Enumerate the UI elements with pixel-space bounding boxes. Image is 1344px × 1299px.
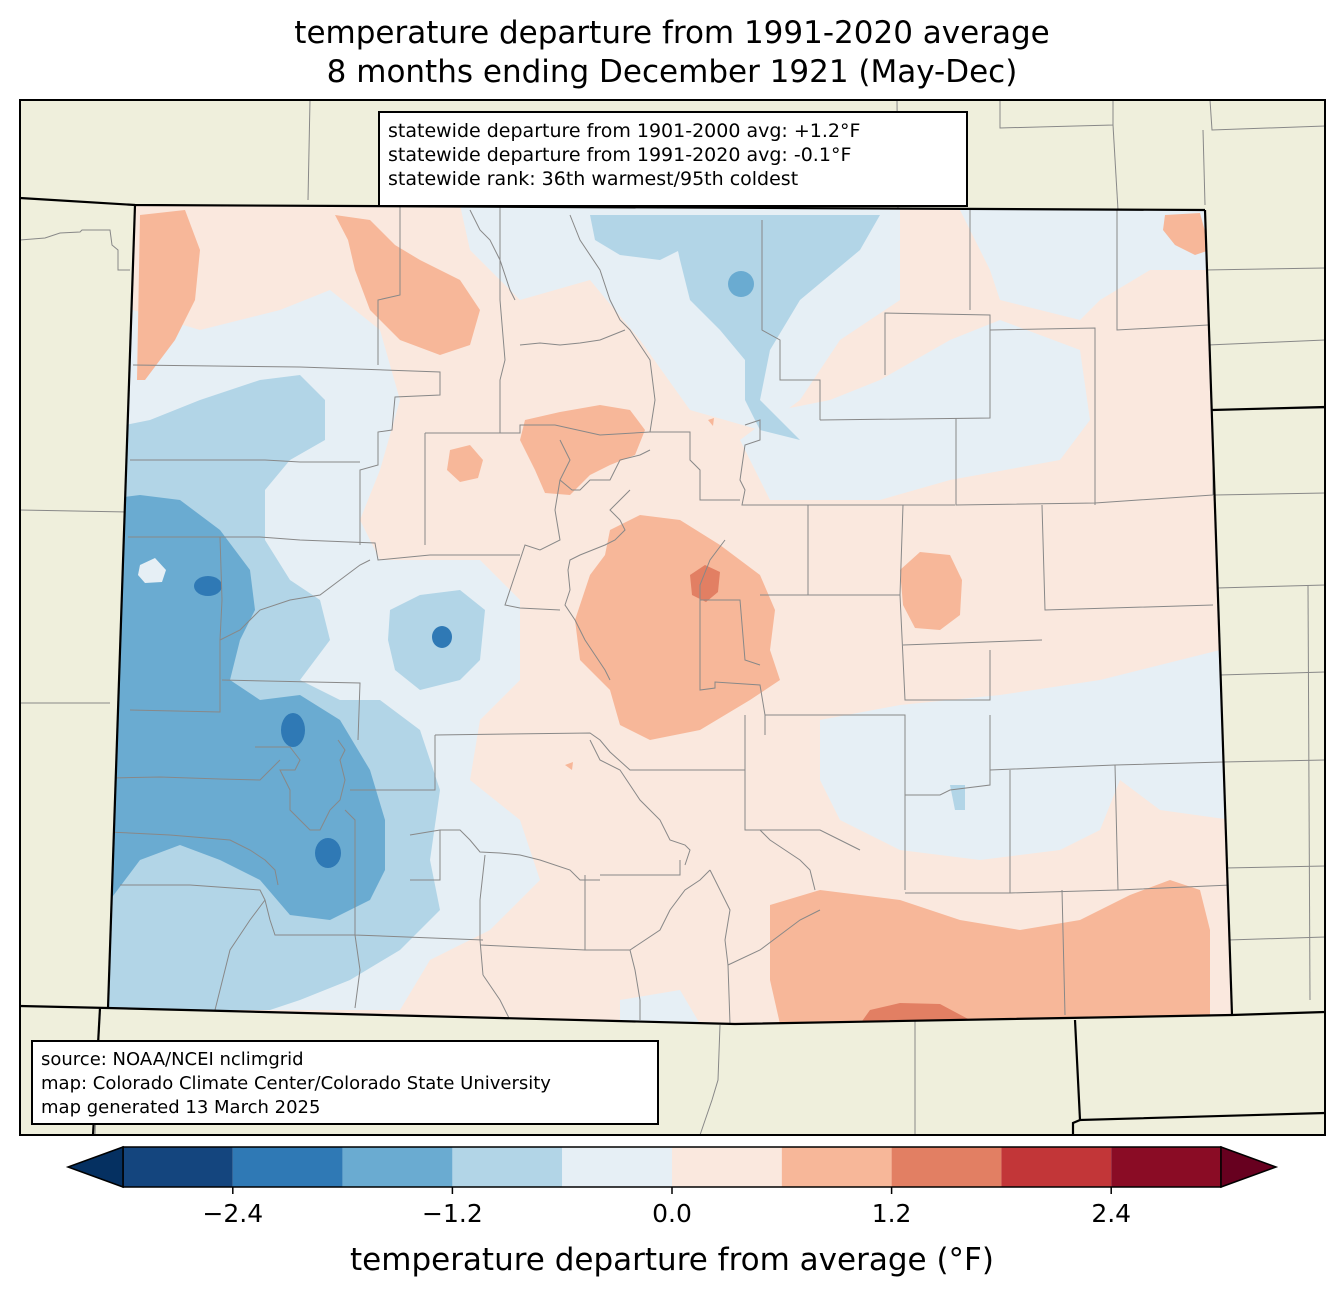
colorbar-bin <box>452 1147 563 1187</box>
colorbar-bin <box>562 1147 672 1187</box>
colorbar-tick-label: −1.2 <box>422 1199 483 1228</box>
stats-rank: statewide rank: 36th warmest/95th coldes… <box>388 168 799 190</box>
colorbar-tick-label: 1.2 <box>872 1199 912 1228</box>
colorbar-over-triangle <box>1220 1145 1279 1189</box>
colorbar-bin <box>672 1147 782 1187</box>
colorbar-bin <box>1111 1147 1221 1187</box>
map-subtitle: 8 months ending December 1921 (May-Dec) <box>326 54 1018 90</box>
source-box: source: NOAA/NCEI nclimgrid map: Colorad… <box>31 1040 659 1125</box>
county-lines <box>109 205 1231 1024</box>
colorbar-bin <box>123 1147 233 1187</box>
colorbar-under-triangle <box>65 1145 124 1189</box>
colorbar-tick-label: 2.4 <box>1091 1199 1131 1228</box>
state-boundaries <box>19 196 1326 1136</box>
colorbar-tick-label: 0.0 <box>652 1199 692 1228</box>
map-credit-line: map: Colorado Climate Center/Colorado St… <box>41 1073 551 1094</box>
map-title: temperature departure from 1991-2020 ave… <box>294 15 1050 51</box>
colorbar-label: temperature departure from average (°F) <box>350 1242 994 1278</box>
colorbar-tick-label: −2.4 <box>202 1199 263 1228</box>
colorbar-bin <box>342 1147 453 1187</box>
stats-departure-1991-2020: statewide departure from 1991-2020 avg: … <box>388 144 852 166</box>
colorbar-bin <box>781 1147 892 1187</box>
colorbar: −2.4 −1.2 0.0 1.2 2.4 <box>65 1145 1279 1228</box>
generated-date-line: map generated 13 March 2025 <box>41 1097 321 1118</box>
source-line: source: NOAA/NCEI nclimgrid <box>41 1049 304 1070</box>
temperature-map <box>19 99 1326 1136</box>
colorbar-bin <box>891 1147 1002 1187</box>
map-frame <box>19 99 1326 1136</box>
colorbar-bin <box>1001 1147 1112 1187</box>
statewide-stats-box: statewide departure from 1901-2000 avg: … <box>378 111 968 207</box>
stats-departure-1901-2000: statewide departure from 1901-2000 avg: … <box>388 120 861 142</box>
colorbar-bin <box>232 1147 343 1187</box>
